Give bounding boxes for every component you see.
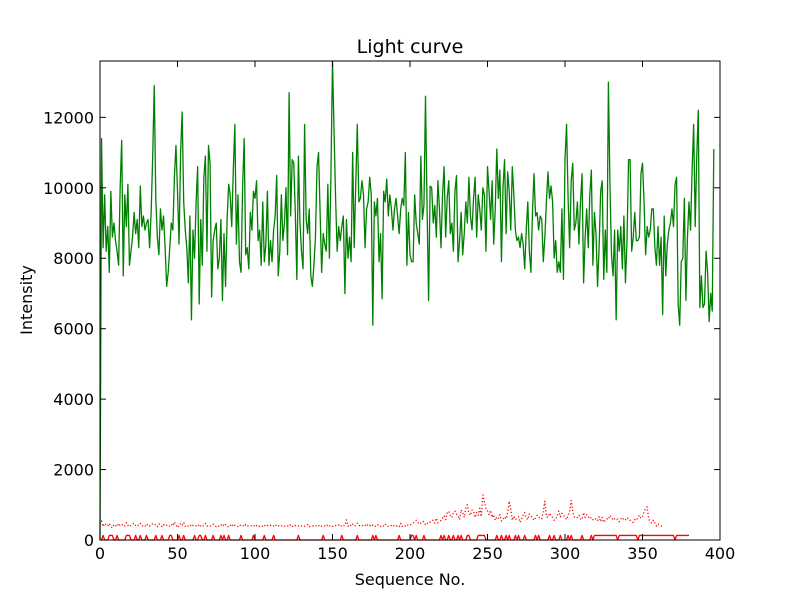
y-tick-label: 10000 — [43, 179, 94, 198]
x-tick-label: 100 — [240, 544, 271, 563]
plot-frame — [99, 60, 721, 541]
y-tick-label: 6000 — [53, 320, 94, 339]
x-tick-label: 150 — [317, 544, 348, 563]
chart-title: Light curve — [357, 36, 464, 58]
series-line-1 — [99, 494, 663, 529]
series-layer — [99, 60, 715, 541]
x-tick-label: 0 — [95, 544, 105, 563]
y-tick-label: 0 — [84, 531, 94, 550]
x-tick-label: 250 — [472, 544, 503, 563]
tick-layer: 0 50 100 150 200 250 300 350 4000200040006000800… — [43, 61, 735, 563]
y-tick-label: 12000 — [43, 108, 94, 127]
y-axis-label: Intensity — [17, 265, 36, 335]
series-line-2 — [100, 534, 689, 541]
x-tick-label: 200 — [395, 544, 426, 563]
y-tick-label: 8000 — [53, 249, 94, 268]
x-axis-label: Sequence No. — [355, 570, 466, 589]
series-line-0 — [99, 60, 715, 541]
x-tick-label: 400 — [705, 544, 736, 563]
y-tick-label: 2000 — [53, 461, 94, 480]
x-tick-label: 50 — [167, 544, 187, 563]
x-tick-label: 300 — [550, 544, 581, 563]
x-tick-label: 350 — [627, 544, 658, 563]
y-tick-label: 4000 — [53, 390, 94, 409]
